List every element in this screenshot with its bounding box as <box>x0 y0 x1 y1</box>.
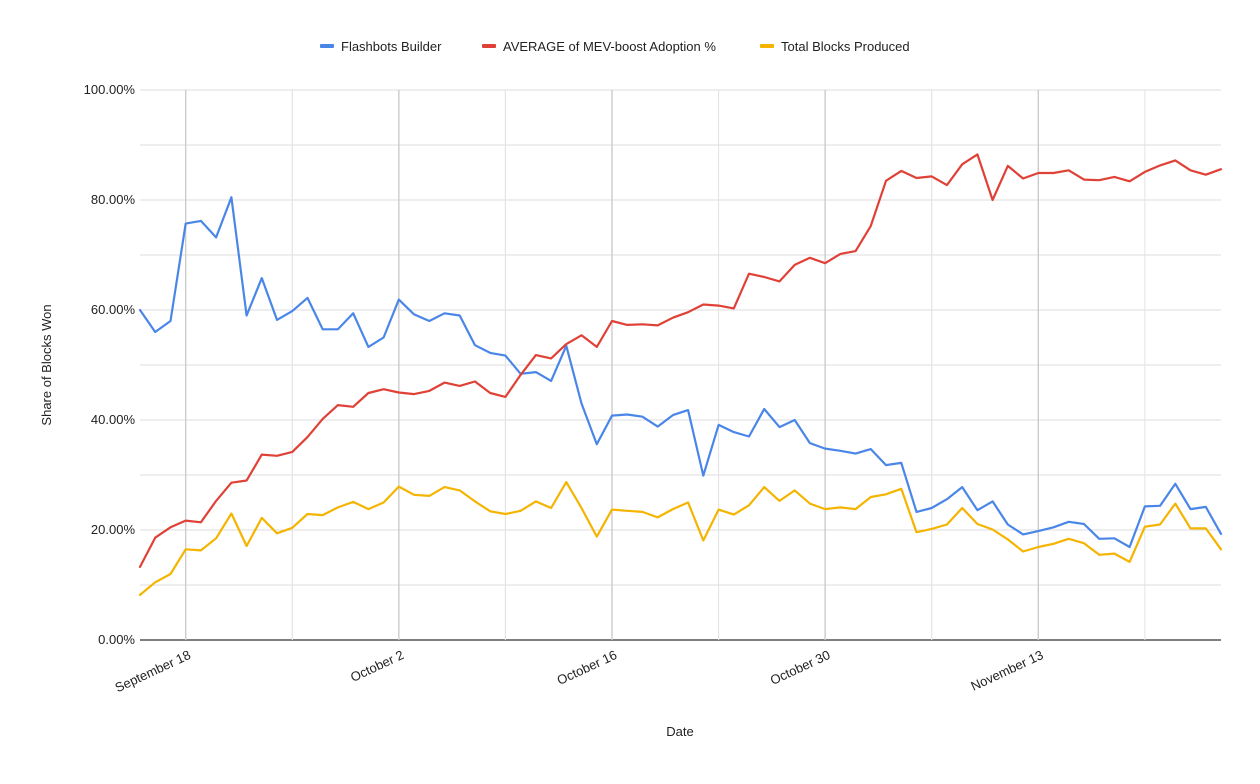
legend-item[interactable]: Flashbots Builder <box>320 39 442 54</box>
y-tick-label: 60.00% <box>91 302 136 317</box>
y-tick-label: 40.00% <box>91 412 136 427</box>
y-tick-label: 20.00% <box>91 522 136 537</box>
legend-item[interactable]: AVERAGE of MEV-boost Adoption % <box>482 39 716 54</box>
series-line-2 <box>138 153 1223 569</box>
legend-swatch <box>320 44 334 48</box>
legend-label: AVERAGE of MEV-boost Adoption % <box>503 39 716 54</box>
y-tick-label: 100.00% <box>84 82 136 97</box>
y-axis-title: Share of Blocks Won <box>39 304 54 425</box>
legend-swatch <box>760 44 774 48</box>
x-tick-label: October 16 <box>555 647 620 688</box>
legend-label: Total Blocks Produced <box>781 39 910 54</box>
legend-swatch <box>482 44 496 48</box>
x-axis-title: Date <box>666 724 693 739</box>
legend-label: Flashbots Builder <box>341 39 442 54</box>
legend-item[interactable]: Total Blocks Produced <box>760 39 910 54</box>
series-layer <box>138 153 1223 597</box>
x-axis-ticks: September 18 October 2 October 16 October 3… <box>113 647 1046 695</box>
chart-grid <box>140 89 1221 641</box>
x-tick-label: November 13 <box>968 647 1045 694</box>
y-axis-ticks: 0.00% 20.00% 40.00% 60.00% 80.00% 100.00% <box>84 82 136 647</box>
legend: Flashbots Builder AVERAGE of MEV-boost Ad… <box>320 39 910 54</box>
x-tick-label: September 18 <box>113 647 193 695</box>
x-tick-label: October 2 <box>348 647 406 685</box>
series-line-1 <box>138 196 1223 549</box>
y-tick-label: 80.00% <box>91 192 136 207</box>
x-tick-label: October 30 <box>768 647 833 688</box>
y-tick-label: 0.00% <box>98 632 135 647</box>
series-line-3 <box>138 481 1223 597</box>
